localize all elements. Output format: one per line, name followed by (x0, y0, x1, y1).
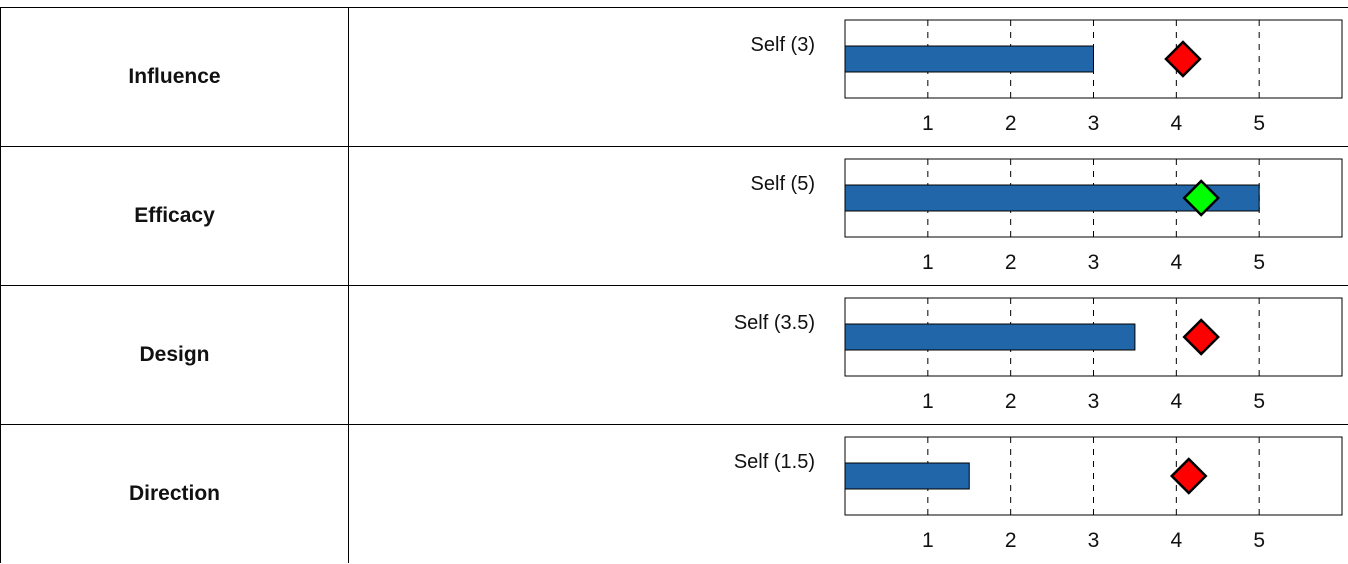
chart-cell: Self (3.5) 1 2 3 4 5 (348, 286, 1347, 424)
row-divider (0, 424, 1348, 425)
bar-label: Self (3.5) (734, 312, 815, 334)
bar-label: Self (5) (751, 173, 815, 195)
row-label: Influence (0, 8, 349, 146)
tick-label: 1 (922, 390, 934, 413)
tick-label: 1 (922, 112, 934, 135)
tick-label: 5 (1253, 251, 1265, 274)
chart-cell: Self (1.5) 1 2 3 4 5 (348, 425, 1347, 563)
tick-label: 2 (1005, 390, 1017, 413)
bar-chart: Self (3) 1 2 3 4 5 (751, 19, 1343, 135)
tick-label: 1 (922, 529, 934, 552)
tick-label: 2 (1005, 529, 1017, 552)
tick-label: 3 (1088, 251, 1100, 274)
row-divider (0, 7, 1348, 8)
row-label: Efficacy (0, 147, 349, 285)
comparison-marker (1164, 40, 1202, 78)
row-divider (0, 285, 1348, 286)
tick-label: 3 (1088, 112, 1100, 135)
self-bar (844, 323, 1136, 351)
bar-chart: Self (1.5) 1 2 3 4 5 (734, 436, 1343, 552)
chart-cell: Self (3) 1 2 3 4 5 (348, 8, 1347, 146)
tick-label: 4 (1170, 251, 1182, 274)
tick-label: 4 (1170, 529, 1182, 552)
bar-label: Self (1.5) (734, 451, 815, 473)
bar-chart: Self (3.5) 1 2 3 4 5 (734, 297, 1343, 413)
row-label: Direction (0, 425, 349, 563)
table-row: Influence Self (3) 1 2 3 4 5 (0, 8, 1348, 147)
comparison-marker (1182, 179, 1220, 217)
tick-label: 4 (1170, 112, 1182, 135)
row-label: Design (0, 286, 349, 424)
tick-label: 2 (1005, 112, 1017, 135)
chart-cell: Self (5) 1 2 3 4 5 (348, 147, 1347, 285)
table-row: Efficacy Self (5) 1 2 3 4 5 (0, 147, 1348, 286)
comparison-marker (1182, 318, 1220, 356)
tick-label: 1 (922, 251, 934, 274)
comparison-marker (1169, 457, 1208, 495)
tick-label: 5 (1253, 112, 1265, 135)
bar-chart: Self (5) 1 2 3 4 5 (751, 158, 1343, 274)
tick-label: 3 (1088, 529, 1100, 552)
self-bar (844, 45, 1094, 73)
self-bar (844, 462, 970, 490)
table-row: Design Self (3.5) 1 2 3 4 5 (0, 286, 1348, 425)
tick-label: 2 (1005, 251, 1017, 274)
tick-label: 3 (1088, 390, 1100, 413)
tick-label: 5 (1253, 529, 1265, 552)
row-divider (0, 146, 1348, 147)
tick-label: 5 (1253, 390, 1265, 413)
bar-label: Self (3) (751, 34, 815, 56)
table-row: Direction Self (1.5) 1 2 3 4 5 (0, 425, 1348, 564)
tick-label: 4 (1170, 390, 1182, 413)
